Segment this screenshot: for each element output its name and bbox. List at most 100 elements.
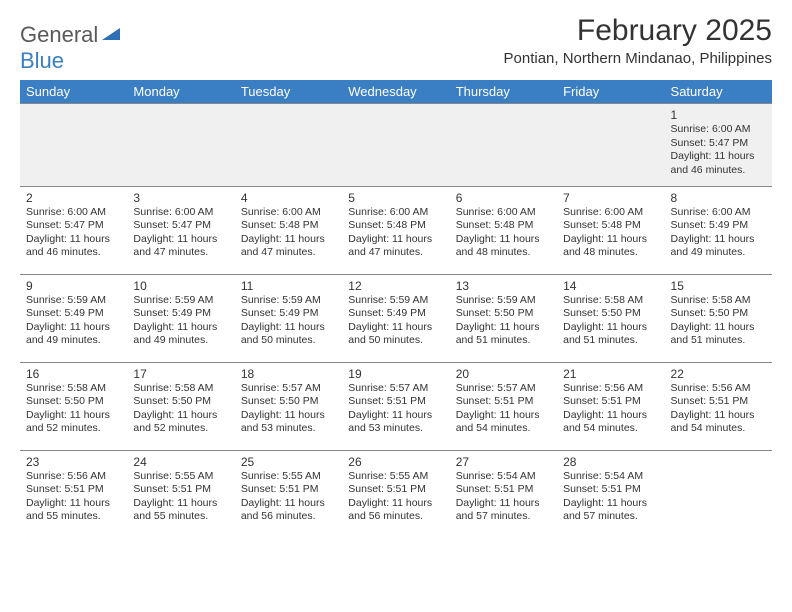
day-info: Sunrise: 5:58 AMSunset: 5:50 PMDaylight:… <box>133 382 228 437</box>
calendar-week-row: 16 Sunrise: 5:58 AMSunset: 5:50 PMDayligh… <box>20 362 772 450</box>
sunset-line: Sunset: 5:50 PM <box>563 307 641 319</box>
daylight-line: Daylight: 11 hours and 54 minutes. <box>671 409 755 435</box>
sunrise-line: Sunrise: 5:57 AM <box>348 382 428 394</box>
daylight-line: Daylight: 11 hours and 51 minutes. <box>671 321 755 347</box>
calendar-day-cell: 24Sunrise: 5:55 AMSunset: 5:51 PMDayligh… <box>127 450 234 538</box>
sunset-line: Sunset: 5:47 PM <box>26 219 104 231</box>
day-number: 23 <box>26 455 121 469</box>
sunset-line: Sunset: 5:50 PM <box>26 395 104 407</box>
weekday-header-row: Sunday Monday Tuesday Wednesday Thursday… <box>20 80 772 104</box>
calendar-table: Sunday Monday Tuesday Wednesday Thursday… <box>20 80 772 538</box>
calendar-day-cell: 1Sunrise: 6:00 AMSunset: 5:47 PMDaylight… <box>665 104 772 187</box>
sunset-line: Sunset: 5:48 PM <box>456 219 534 231</box>
daylight-line: Daylight: 11 hours and 47 minutes. <box>348 233 432 259</box>
logo-triangle-icon <box>100 26 122 47</box>
sunset-line: Sunset: 5:51 PM <box>456 483 534 495</box>
day-info: Sunrise: 6:00 AMSunset: 5:49 PMDaylight:… <box>671 206 766 261</box>
weekday-header: Friday <box>557 80 664 104</box>
day-info: Sunrise: 5:59 AMSunset: 5:49 PMDaylight:… <box>241 294 336 349</box>
sunrise-line: Sunrise: 5:58 AM <box>563 294 643 306</box>
day-info: Sunrise: 5:58 AMSunset: 5:50 PM Daylight:… <box>563 294 658 349</box>
day-info: Sunrise: 6:00 AMSunset: 5:47 PMDaylight:… <box>133 206 228 261</box>
calendar-day-cell: 18Sunrise: 5:57 AMSunset: 5:50 PMDayligh… <box>235 362 342 450</box>
daylight-line: Daylight: 11 hours and 48 minutes. <box>563 233 647 259</box>
sunrise-line: Sunrise: 6:00 AM <box>563 206 643 218</box>
sunrise-line: Sunrise: 5:55 AM <box>241 470 321 482</box>
sunrise-line: Sunrise: 6:00 AM <box>241 206 321 218</box>
calendar-day-cell: 23Sunrise: 5:56 AMSunset: 5:51 PMDayligh… <box>20 450 127 538</box>
calendar-day-cell: 4Sunrise: 6:00 AMSunset: 5:48 PMDaylight… <box>235 186 342 274</box>
daylight-line: Daylight: 11 hours and 49 minutes. <box>671 233 755 259</box>
daylight-line: Daylight: 11 hours and 47 minutes. <box>241 233 325 259</box>
day-info: Sunrise: 5:56 AMSunset: 5:51 PMDaylight:… <box>671 382 766 437</box>
calendar-day-cell: 8Sunrise: 6:00 AMSunset: 5:49 PMDaylight… <box>665 186 772 274</box>
day-info: Sunrise: 6:00 AM Sunset: 5:47 PMDaylight:… <box>671 123 766 178</box>
day-number: 7 <box>563 191 658 205</box>
calendar-day-cell <box>235 104 342 187</box>
sunrise-line: Sunrise: 5:59 AM <box>456 294 536 306</box>
sunrise-line: Sunrise: 5:56 AM <box>671 382 751 394</box>
day-info: Sunrise: 5:59 AMSunset: 5:49 PMDaylight:… <box>26 294 121 349</box>
sunset-line: Sunset: 5:51 PM <box>563 483 641 495</box>
calendar-day-cell: 3Sunrise: 6:00 AMSunset: 5:47 PMDaylight… <box>127 186 234 274</box>
day-number: 26 <box>348 455 443 469</box>
daylight-line: Daylight: 11 hours and 47 minutes. <box>133 233 217 259</box>
weekday-header: Saturday <box>665 80 772 104</box>
daylight-line: Daylight: 11 hours and 52 minutes. <box>26 409 110 435</box>
calendar-day-cell: 13Sunrise: 5:59 AMSunset: 5:50 PMDayligh… <box>450 274 557 362</box>
sunset-line: Sunset: 5:50 PM <box>133 395 211 407</box>
sunrise-line: Sunrise: 5:54 AM <box>563 470 643 482</box>
daylight-line: Daylight: 11 hours and 55 minutes. <box>26 497 110 523</box>
logo-word-blue: Blue <box>20 48 64 73</box>
sunrise-line: Sunrise: 6:00 AM <box>671 123 751 135</box>
daylight-line: Daylight: 11 hours and 51 minutes. <box>563 321 647 347</box>
sunset-line: Sunset: 5:47 PM <box>671 137 749 149</box>
sunrise-line: Sunrise: 5:56 AM <box>563 382 643 394</box>
sunrise-line: Sunrise: 5:55 AM <box>133 470 213 482</box>
calendar-day-cell: 10Sunrise: 5:59 AMSunset: 5:49 PMDayligh… <box>127 274 234 362</box>
daylight-line: Daylight: 11 hours and 53 minutes. <box>348 409 432 435</box>
day-number: 16 <box>26 367 121 381</box>
day-number: 17 <box>133 367 228 381</box>
daylight-line: Daylight: 11 hours and 55 minutes. <box>133 497 217 523</box>
weekday-header: Wednesday <box>342 80 449 104</box>
sunrise-line: Sunrise: 5:59 AM <box>26 294 106 306</box>
month-title: February 2025 <box>504 14 773 48</box>
location: Pontian, Northern Mindanao, Philippines <box>504 50 773 67</box>
calendar-day-cell <box>450 104 557 187</box>
sunset-line: Sunset: 5:48 PM <box>241 219 319 231</box>
daylight-line: Daylight: 11 hours and 49 minutes. <box>26 321 110 347</box>
daylight-line: Daylight: 11 hours and 50 minutes. <box>348 321 432 347</box>
day-number: 2 <box>26 191 121 205</box>
calendar-week-row: 9Sunrise: 5:59 AMSunset: 5:49 PMDaylight… <box>20 274 772 362</box>
day-info: Sunrise: 5:56 AMSunset: 5:51 PMDaylight:… <box>26 470 121 525</box>
calendar-day-cell: 22Sunrise: 5:56 AMSunset: 5:51 PMDayligh… <box>665 362 772 450</box>
calendar-day-cell: 21Sunrise: 5:56 AMSunset: 5:51 PMDayligh… <box>557 362 664 450</box>
day-info: Sunrise: 5:59 AMSunset: 5:49 PMDaylight:… <box>133 294 228 349</box>
daylight-line: Daylight: 11 hours and 51 minutes. <box>456 321 540 347</box>
sunset-line: Sunset: 5:51 PM <box>133 483 211 495</box>
sunrise-line: Sunrise: 5:59 AM <box>133 294 213 306</box>
calendar-day-cell: 19Sunrise: 5:57 AMSunset: 5:51 PMDayligh… <box>342 362 449 450</box>
sunset-line: Sunset: 5:50 PM <box>241 395 319 407</box>
daylight-line: Daylight: 11 hours and 57 minutes. <box>563 497 647 523</box>
calendar-day-cell: 11Sunrise: 5:59 AMSunset: 5:49 PMDayligh… <box>235 274 342 362</box>
day-number: 6 <box>456 191 551 205</box>
calendar-day-cell: 7Sunrise: 6:00 AMSunset: 5:48 PMDaylight… <box>557 186 664 274</box>
day-info: Sunrise: 5:54 AMSunset: 5:51 PMDaylight:… <box>456 470 551 525</box>
day-info: Sunrise: 5:57 AMSunset: 5:51 PMDaylight:… <box>348 382 443 437</box>
daylight-line: Daylight: 11 hours and 46 minutes. <box>671 150 755 176</box>
weekday-header: Thursday <box>450 80 557 104</box>
calendar-day-cell: 16Sunrise: 5:58 AMSunset: 5:50 PMDayligh… <box>20 362 127 450</box>
weekday-header: Sunday <box>20 80 127 104</box>
day-number: 14 <box>563 279 658 293</box>
day-info: Sunrise: 5:59 AMSunset: 5:49 PMDaylight:… <box>348 294 443 349</box>
day-number: 15 <box>671 279 766 293</box>
calendar-day-cell: 26Sunrise: 5:55 AMSunset: 5:51 PMDayligh… <box>342 450 449 538</box>
calendar-day-cell <box>557 104 664 187</box>
sunrise-line: Sunrise: 6:00 AM <box>348 206 428 218</box>
daylight-line: Daylight: 11 hours and 56 minutes. <box>241 497 325 523</box>
day-number: 13 <box>456 279 551 293</box>
day-number: 21 <box>563 367 658 381</box>
day-info: Sunrise: 5:58 AMSunset: 5:50 PMDaylight:… <box>671 294 766 349</box>
